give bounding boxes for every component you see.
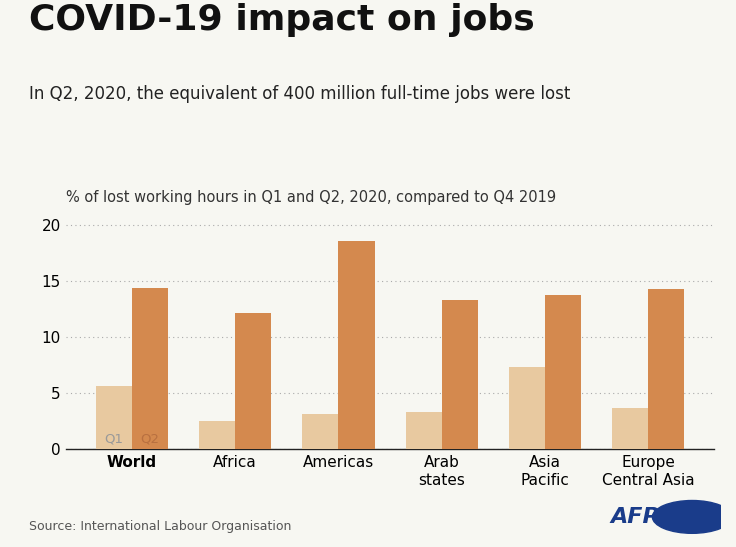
Text: Q1: Q1 [105,432,123,445]
Bar [235,313,272,449]
Bar [442,300,478,449]
Circle shape [652,501,732,533]
Bar [648,289,684,449]
Bar [132,288,168,449]
Bar [96,386,132,449]
Text: % of lost working hours in Q1 and Q2, 2020, compared to Q4 2019: % of lost working hours in Q1 and Q2, 20… [66,190,556,205]
Text: In Q2, 2020, the equivalent of 400 million full-time jobs were lost: In Q2, 2020, the equivalent of 400 milli… [29,85,571,103]
Text: AFP: AFP [611,507,659,527]
Bar [406,411,442,449]
Text: COVID-19 impact on jobs: COVID-19 impact on jobs [29,3,535,37]
Text: Source: International Labour Organisation: Source: International Labour Organisatio… [29,520,291,533]
Bar [509,367,545,449]
Text: Q2: Q2 [141,432,160,445]
Bar [302,414,339,449]
Bar [199,421,235,449]
Bar [339,241,375,449]
Bar [612,408,648,449]
Bar [545,295,581,449]
